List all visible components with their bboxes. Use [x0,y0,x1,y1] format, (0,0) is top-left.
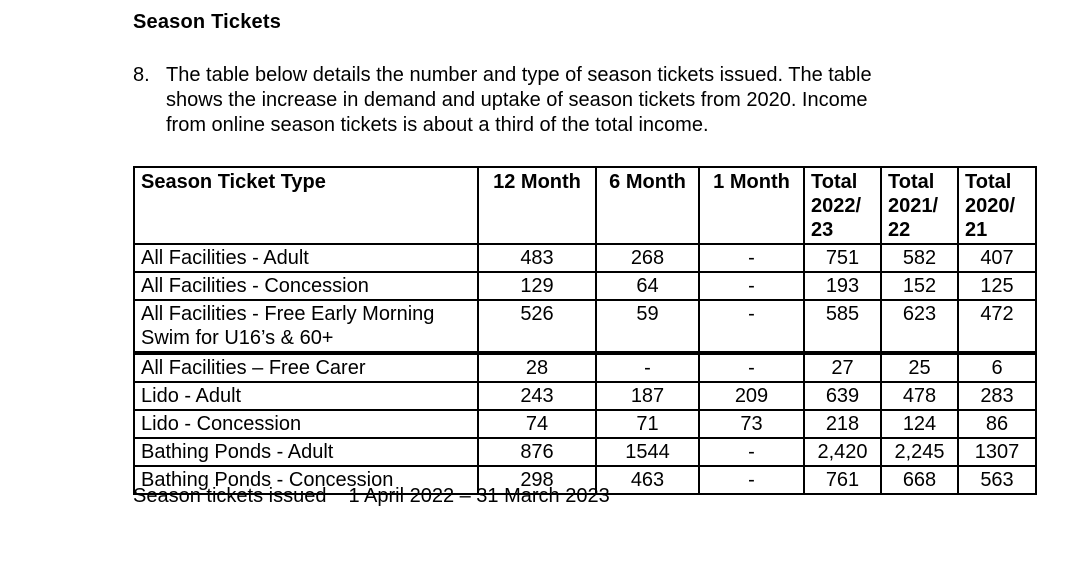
caption-label: Season tickets issued [133,485,327,507]
paragraph-8: 8. The table below details the number an… [133,63,872,138]
table-row-lido-concession: Lido - Concession 74 71 73 218 124 86 [133,409,1037,439]
table-row-free-early-morning-swim: All Facilities - Free Early Morning Swim… [133,299,1037,354]
column-header-total-2021-22: Total 2021/ 22 [880,166,959,245]
cell-value: 668 [880,465,959,495]
row-label: All Facilities - Free Early Morning Swim… [133,299,479,354]
cell-value: 64 [595,271,700,301]
table-row-bathing-ponds-concession: Bathing Ponds - Concession 298 463 - 761… [133,465,1037,495]
cell-value: 2,245 [880,437,959,467]
cell-value: 209 [698,381,805,411]
cell-value: 876 [477,437,597,467]
cell-value: 463 [595,465,700,495]
column-header-season-ticket-type: Season Ticket Type [133,166,479,245]
column-header-12-month: 12 Month [477,166,597,245]
cell-value: 478 [880,381,959,411]
page-title: Season Tickets [133,11,282,33]
column-header-1-month: 1 Month [698,166,805,245]
cell-value: 407 [957,243,1037,273]
column-header-total-2022-23: Total 2022/ 23 [803,166,882,245]
cell-value: 298 [477,465,597,495]
table-row-all-facilities-adult: All Facilities - Adult 483 268 - 751 582… [133,243,1037,273]
cell-value: 243 [477,381,597,411]
table-header-row: Season Ticket Type 12 Month 6 Month 1 Mo… [133,166,1037,245]
cell-value: 25 [880,351,959,383]
cell-value: 585 [803,299,882,354]
row-label: Bathing Ponds - Adult [133,437,479,467]
table-row-all-facilities-concession: All Facilities - Concession 129 64 - 193… [133,271,1037,301]
cell-value: 623 [880,299,959,354]
row-label: Lido - Concession [133,409,479,439]
cell-value: 187 [595,381,700,411]
cell-value: 639 [803,381,882,411]
cell-value: 1544 [595,437,700,467]
cell-value: 74 [477,409,597,439]
cell-value: 27 [803,351,882,383]
cell-value: 563 [957,465,1037,495]
row-label: Lido - Adult [133,381,479,411]
cell-value: 6 [957,351,1037,383]
cell-value: 526 [477,299,597,354]
cell-value: 218 [803,409,882,439]
cell-value: 86 [957,409,1037,439]
cell-value: 761 [803,465,882,495]
cell-value: 125 [957,271,1037,301]
cell-value: 283 [957,381,1037,411]
cell-value: 751 [803,243,882,273]
cell-value: 71 [595,409,700,439]
season-tickets-table: Season Ticket Type 12 Month 6 Month 1 Mo… [133,166,1037,495]
cell-value: - [698,243,805,273]
table-caption: Season tickets issued 1 April 2022 – 31 M… [133,484,610,509]
cell-value: - [698,437,805,467]
cell-value: 73 [698,409,805,439]
table-row-lido-adult: Lido - Adult 243 187 209 639 478 283 [133,381,1037,411]
cell-value: 59 [595,299,700,354]
cell-value: 1307 [957,437,1037,467]
table-row-bathing-ponds-adult: Bathing Ponds - Adult 876 1544 - 2,420 2… [133,437,1037,467]
row-label: Bathing Ponds - Concession [133,465,479,495]
cell-value: 472 [957,299,1037,354]
paragraph-text: The table below details the number and t… [166,64,872,136]
row-label: All Facilities - Adult [133,243,479,273]
cell-value: - [698,271,805,301]
cell-value: 193 [803,271,882,301]
cell-value: 124 [880,409,959,439]
column-header-total-2020-21: Total 2020/ 21 [957,166,1037,245]
row-label: All Facilities – Free Carer [133,351,479,383]
row-label: All Facilities - Concession [133,271,479,301]
cell-value: 152 [880,271,959,301]
cell-value: - [698,299,805,354]
column-header-6-month: 6 Month [595,166,700,245]
cell-value: 483 [477,243,597,273]
cell-value: 582 [880,243,959,273]
cell-value: - [698,465,805,495]
cell-value: 268 [595,243,700,273]
caption-period: 1 April 2022 – 31 March 2023 [348,485,610,507]
table-row-free-carer: All Facilities – Free Carer 28 - - 27 25… [133,351,1037,383]
cell-value: - [698,351,805,383]
cell-value: 28 [477,351,597,383]
cell-value: 129 [477,271,597,301]
list-number: 8. [133,64,150,86]
cell-value: 2,420 [803,437,882,467]
cell-value: - [595,351,700,383]
